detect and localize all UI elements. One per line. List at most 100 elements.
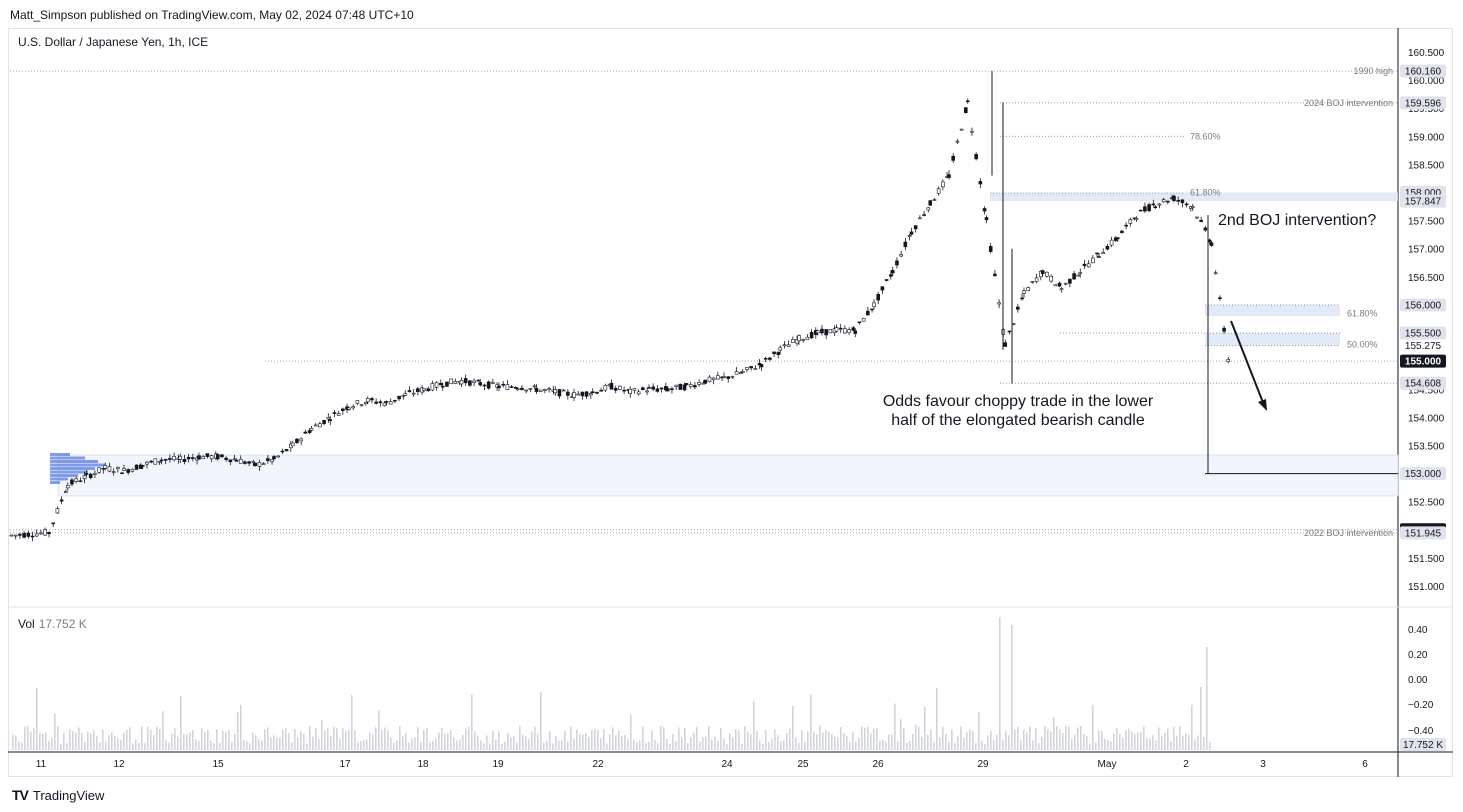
volume-bar [774,729,776,750]
price-tick-label: 154.000 [1408,413,1445,424]
volume-bar [963,737,965,750]
volume-bar [981,740,983,750]
volume-bar [33,728,35,750]
volume-bar [591,730,593,750]
volume-bar [849,742,851,750]
volume-bar [333,727,335,750]
candle-body [913,225,918,230]
candle-body [1209,242,1214,246]
candle-body [824,329,828,336]
volume-bar [735,728,737,750]
volume-bar [942,726,944,750]
volume-bar [198,741,200,750]
volume-bar [144,743,146,750]
candle-body [1045,271,1049,277]
candle-body [332,412,337,414]
time-tick-label: 3 [1260,759,1266,770]
volume-bar [1107,739,1109,750]
volume-axis[interactable]: 0.40 0.20 0.00 −0.20 −0.40 17.752 K [1400,625,1446,751]
volume-bar [36,688,38,750]
volume-bar [111,732,113,750]
volume-bar [549,731,551,750]
candle-body [1053,284,1058,287]
volume-bar [246,741,248,750]
chart-frame[interactable] [8,28,1453,777]
volume-bar [987,735,989,750]
volume-bar [846,736,848,750]
candle-body [553,389,558,394]
symbol-title[interactable]: U.S. Dollar / Japanese Yen, 1h, ICE [18,35,209,49]
volume-bar [384,727,386,750]
volume-bar [702,736,704,750]
volume-bar [396,740,398,750]
volume-bar [354,730,356,750]
candle-body [1091,257,1095,264]
volume-bar [414,737,416,750]
volume-bar [165,740,167,750]
tradingview-logo[interactable]: TV TradingView [12,787,104,803]
volume-bar [780,741,782,750]
volume-bar [387,730,389,750]
time-tick-label: 24 [721,759,733,770]
candle-body [313,424,318,427]
volume-bar [324,730,326,750]
volume-bar [249,743,251,750]
volume-bar [399,726,401,750]
price-tick-label: 160.000 [1408,76,1445,87]
volume-bar [27,726,29,750]
volume-bar [840,726,842,750]
volume-bar [1026,732,1028,750]
candle-body [178,455,183,460]
volume-bar [78,727,80,750]
candle-body [1138,209,1143,212]
volume-bar [747,731,749,750]
volume-bar [579,733,581,750]
volume-bar [543,742,545,750]
volume-bar [120,739,122,750]
volume-bar [285,728,287,750]
volume-bar [1050,731,1052,750]
candle-body [520,387,524,391]
volume-legend[interactable]: Vol 17.752 K [18,617,87,631]
candle-body [759,364,764,368]
tradingview-logo-text: TradingView [32,787,105,803]
candle-body [866,310,870,316]
volume-bar [327,728,329,750]
level-note: 78.60% [1190,131,1221,141]
volume-bar [576,729,578,750]
price-axis[interactable]: 160.500 160.000 159.500 159.000 158.500 158.0… [1408,48,1445,593]
volume-bar [1122,737,1124,750]
volume-bar [660,726,662,750]
volume-bar [438,732,440,750]
volume-bar [909,741,911,750]
candle-body [838,327,843,330]
candle-body [622,389,626,392]
volume-bar [993,739,995,750]
tradingview-logo-icon: TV [12,787,29,803]
volume-bar [255,735,257,750]
volume-bar [723,738,725,750]
time-axis[interactable]: 11 12 15 17 18 19 22 24 25 26 29 May 2 3 6 [36,759,1368,770]
volume-bar [450,730,452,750]
time-tick-label: 22 [592,759,604,770]
candle-body [538,389,543,392]
volume-bar [648,741,650,750]
volume-bar [1098,730,1100,750]
candle-body [88,473,93,479]
candle-body [1095,252,1099,255]
volume-bar [912,734,914,750]
price-pill [1400,64,1446,78]
candle-body [959,128,964,131]
price-pill-label: 158.000 [1405,188,1442,199]
volume-bar [258,739,260,750]
volume-bar [1206,647,1208,750]
volume-bar [663,726,665,750]
time-tick-label: 18 [417,759,429,770]
candle-body [786,344,791,347]
volume-bar [1011,625,1013,750]
volume-bar [891,734,893,750]
volume-bar [72,730,74,750]
candle-body [918,217,922,220]
candle-body [82,475,87,480]
